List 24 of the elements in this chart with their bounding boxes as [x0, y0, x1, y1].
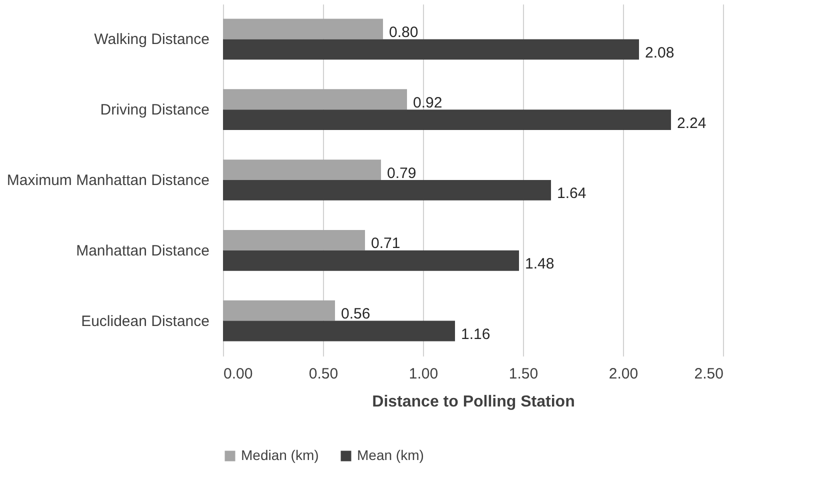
x-tick-label: 2.50: [694, 366, 724, 382]
legend-label: Mean (km): [357, 447, 424, 463]
data-label: 0.56: [341, 306, 370, 323]
data-label: 0.71: [371, 235, 400, 252]
legend-label: Median (km): [241, 447, 319, 463]
x-tick-label: 0.00: [224, 366, 253, 382]
y-tick-label: Euclidean Distance: [81, 312, 210, 330]
x-tick-label: 1.50: [508, 366, 538, 382]
data-label: 0.80: [389, 24, 418, 41]
x-axis-title: Distance to Polling Station: [372, 394, 575, 410]
data-label: 2.08: [645, 44, 674, 62]
x-tick-label: 0.50: [308, 366, 338, 382]
data-label: 1.16: [461, 326, 490, 344]
data-label: 0.92: [413, 94, 442, 112]
data-label: 0.79: [387, 164, 416, 182]
y-tick-label: Walking Distance: [94, 31, 210, 48]
x-tick-label: 2.00: [608, 366, 638, 382]
y-tick-label: Maximum Manhattan Distance: [6, 172, 210, 189]
data-label: 2.24: [677, 114, 706, 132]
y-tick-label: Driving Distance: [100, 102, 210, 119]
data-label: 1.48: [525, 256, 554, 273]
x-tick-label: 1.00: [408, 366, 438, 382]
data-label: 1.64: [557, 185, 586, 202]
y-tick-label: Manhattan Distance: [76, 242, 210, 260]
